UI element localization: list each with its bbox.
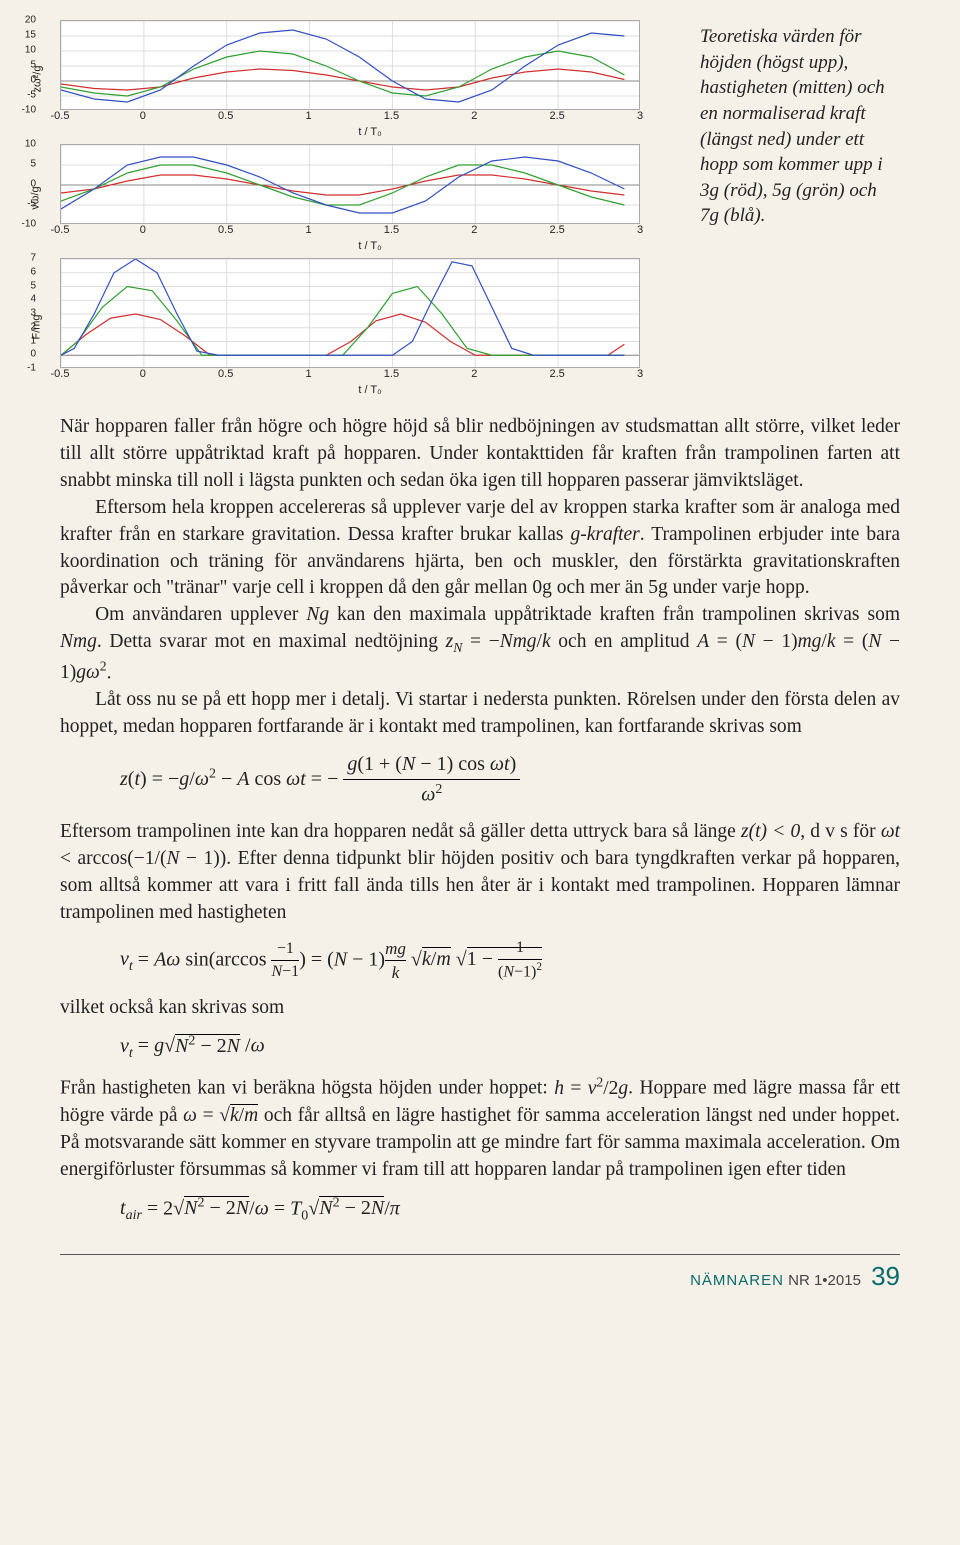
velocity-xlabel: t / T₀: [60, 240, 680, 252]
page-footer: NÄMNAREN NR 1•2015 39: [60, 1254, 900, 1292]
p2a-pre: Om användaren upplever: [95, 604, 306, 625]
charts-column: zω²/g -10-505101520 -0.500.511.522.53 t …: [60, 20, 680, 402]
figure-caption: Teoretiska värden för höjden (högst upp)…: [700, 20, 900, 402]
p6a: Från hastigheten kan vi beräkna högsta h…: [60, 1078, 554, 1099]
footer-issue: NR 1•2015: [788, 1272, 861, 1289]
p3: Låt oss nu se på ett hopp mer i detalj. …: [60, 687, 900, 741]
force-xlabel: t / T₀: [60, 384, 680, 396]
p1a: När hopparen faller från högre och högre…: [60, 416, 900, 491]
math-Ng: Ng: [306, 604, 329, 625]
p6a-math: h = v2/2g: [554, 1078, 628, 1099]
p6b-math: ω = √k/m: [183, 1104, 258, 1126]
footer-page: 39: [871, 1261, 900, 1291]
eq-block-3: vt = g√N2 − 2N /ω: [120, 1031, 900, 1063]
p2a-post: . Detta svarar mot en maximal nedtöjning: [97, 631, 446, 652]
p4b: , d v s för: [800, 821, 881, 842]
p2a-and: och en amplitud: [551, 631, 698, 652]
p1b-em: g-krafter: [570, 524, 639, 545]
eq-block-4: tair = 2√N2 − 2N/ω = T0√N2 − 2N/π: [120, 1194, 900, 1226]
force-xticks: -0.500.511.522.53: [60, 368, 640, 382]
math-zn: zN = −Nmg/k: [446, 631, 551, 652]
height-xlabel: t / T₀: [60, 126, 680, 138]
velocity-chart: vω/g -10-50510 -0.500.511.522.53 t / T₀: [60, 144, 680, 252]
footer-journal: NÄMNAREN: [690, 1272, 784, 1289]
eq-block-2: vt = Aω sin(arccos −1N−1) = (N − 1)mgk √…: [120, 937, 900, 985]
p4a-em: z(t) < 0: [741, 821, 800, 842]
p5: vilket också kan skrivas som: [60, 995, 900, 1022]
height-xticks: -0.500.511.522.53: [60, 110, 640, 124]
eq-block-1: z(t) = −g/ω2 − A cos ωt = − g(1 + (N − 1…: [120, 751, 900, 809]
force-svg: [60, 258, 640, 368]
p4a: Eftersom trampolinen inte kan dra hoppar…: [60, 821, 741, 842]
height-chart: zω²/g -10-505101520 -0.500.511.522.53 t …: [60, 20, 680, 138]
p2a-end: .: [107, 662, 112, 683]
p2a-mid: kan den maximala uppåtriktade kraften fr…: [329, 604, 900, 625]
force-chart: F/mg -101234567 -0.500.511.522.53 t / T₀: [60, 258, 680, 396]
velocity-xticks: -0.500.511.522.53: [60, 224, 640, 238]
height-svg: [60, 20, 640, 110]
velocity-svg: [60, 144, 640, 224]
math-Nmg: Nmg: [60, 631, 97, 652]
article-body: När hopparen faller från högre och högre…: [60, 414, 900, 1226]
